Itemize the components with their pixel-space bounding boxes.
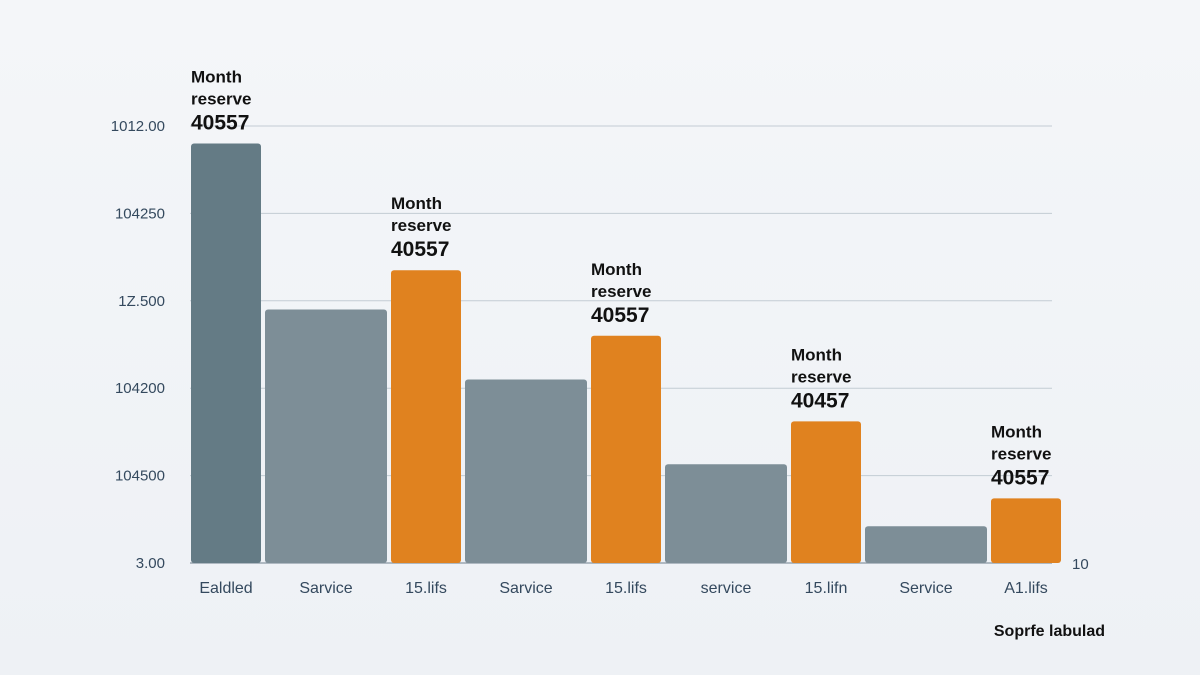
data-label: 40557 reserve Month <box>191 67 252 134</box>
x-tick-label: Sarvice <box>299 580 352 597</box>
x-tick-label: Sarvice <box>499 580 552 597</box>
y-tick-label: 3.00 <box>136 555 165 572</box>
bar-6 <box>665 464 787 563</box>
bar-7 <box>791 421 861 563</box>
bar-5 <box>591 335 661 563</box>
x-tick-label: A1.lifs <box>1004 580 1048 597</box>
data-label: 40557 reserve Month <box>991 422 1052 489</box>
bars <box>191 143 1061 564</box>
y-tick-label: 1Z.500 <box>118 293 165 310</box>
y-axis-ticks: 3.00 104500 104200 1Z.500 104250 1012.00 <box>111 118 165 572</box>
bar-1 <box>191 143 261 564</box>
bar-9 <box>991 498 1061 563</box>
data-label-value: 40557 <box>991 466 1049 489</box>
chart-footnote: Soprfe labulad <box>994 623 1105 640</box>
y-tick-label: 1012.00 <box>111 118 165 135</box>
data-label-value: 40457 <box>791 389 849 412</box>
x-tick-label: 15.lifs <box>405 580 447 597</box>
bar-4 <box>465 379 587 563</box>
y-tick-label: 104200 <box>115 380 165 397</box>
data-label-line: reserve <box>991 444 1052 463</box>
data-label-line: reserve <box>791 367 852 386</box>
data-label-line: Month <box>191 67 242 86</box>
y-tick-label: 104500 <box>115 468 165 485</box>
data-label-line: Month <box>391 194 442 213</box>
data-label-value: 40557 <box>191 111 249 134</box>
data-label-line: Month <box>591 260 642 279</box>
x-axis-ticks: Ealdled Sarvice 15.lifs Sarvice 15.lifs servi… <box>199 580 1047 597</box>
bar-2 <box>265 309 387 563</box>
data-label-line: reserve <box>391 216 452 235</box>
data-label: 40457 reserve Month <box>791 345 852 412</box>
x-tick-label: service <box>701 580 752 597</box>
bar-3 <box>391 270 461 563</box>
data-label-line: reserve <box>191 89 252 108</box>
x-tick-label: 15.lifs <box>605 580 647 597</box>
data-label-line: Month <box>791 345 842 364</box>
x-tick-label: 15.lifn <box>805 580 848 597</box>
y-tick-label: 104250 <box>115 205 165 222</box>
data-label-line: reserve <box>591 282 652 301</box>
bar-8 <box>865 526 987 563</box>
x-tick-label: Service <box>899 580 952 597</box>
right-axis-label: 10 <box>1072 556 1089 573</box>
x-tick-label: Ealdled <box>199 580 252 597</box>
data-labels: 40557 reserve Month 40557 reserve Month 40557 r… <box>191 67 1052 489</box>
data-label: 40557 reserve Month <box>391 194 452 261</box>
data-label-line: Month <box>991 422 1042 441</box>
data-label-value: 40557 <box>591 304 649 327</box>
data-label: 40557 reserve Month <box>591 260 652 327</box>
data-label-value: 40557 <box>391 238 449 261</box>
